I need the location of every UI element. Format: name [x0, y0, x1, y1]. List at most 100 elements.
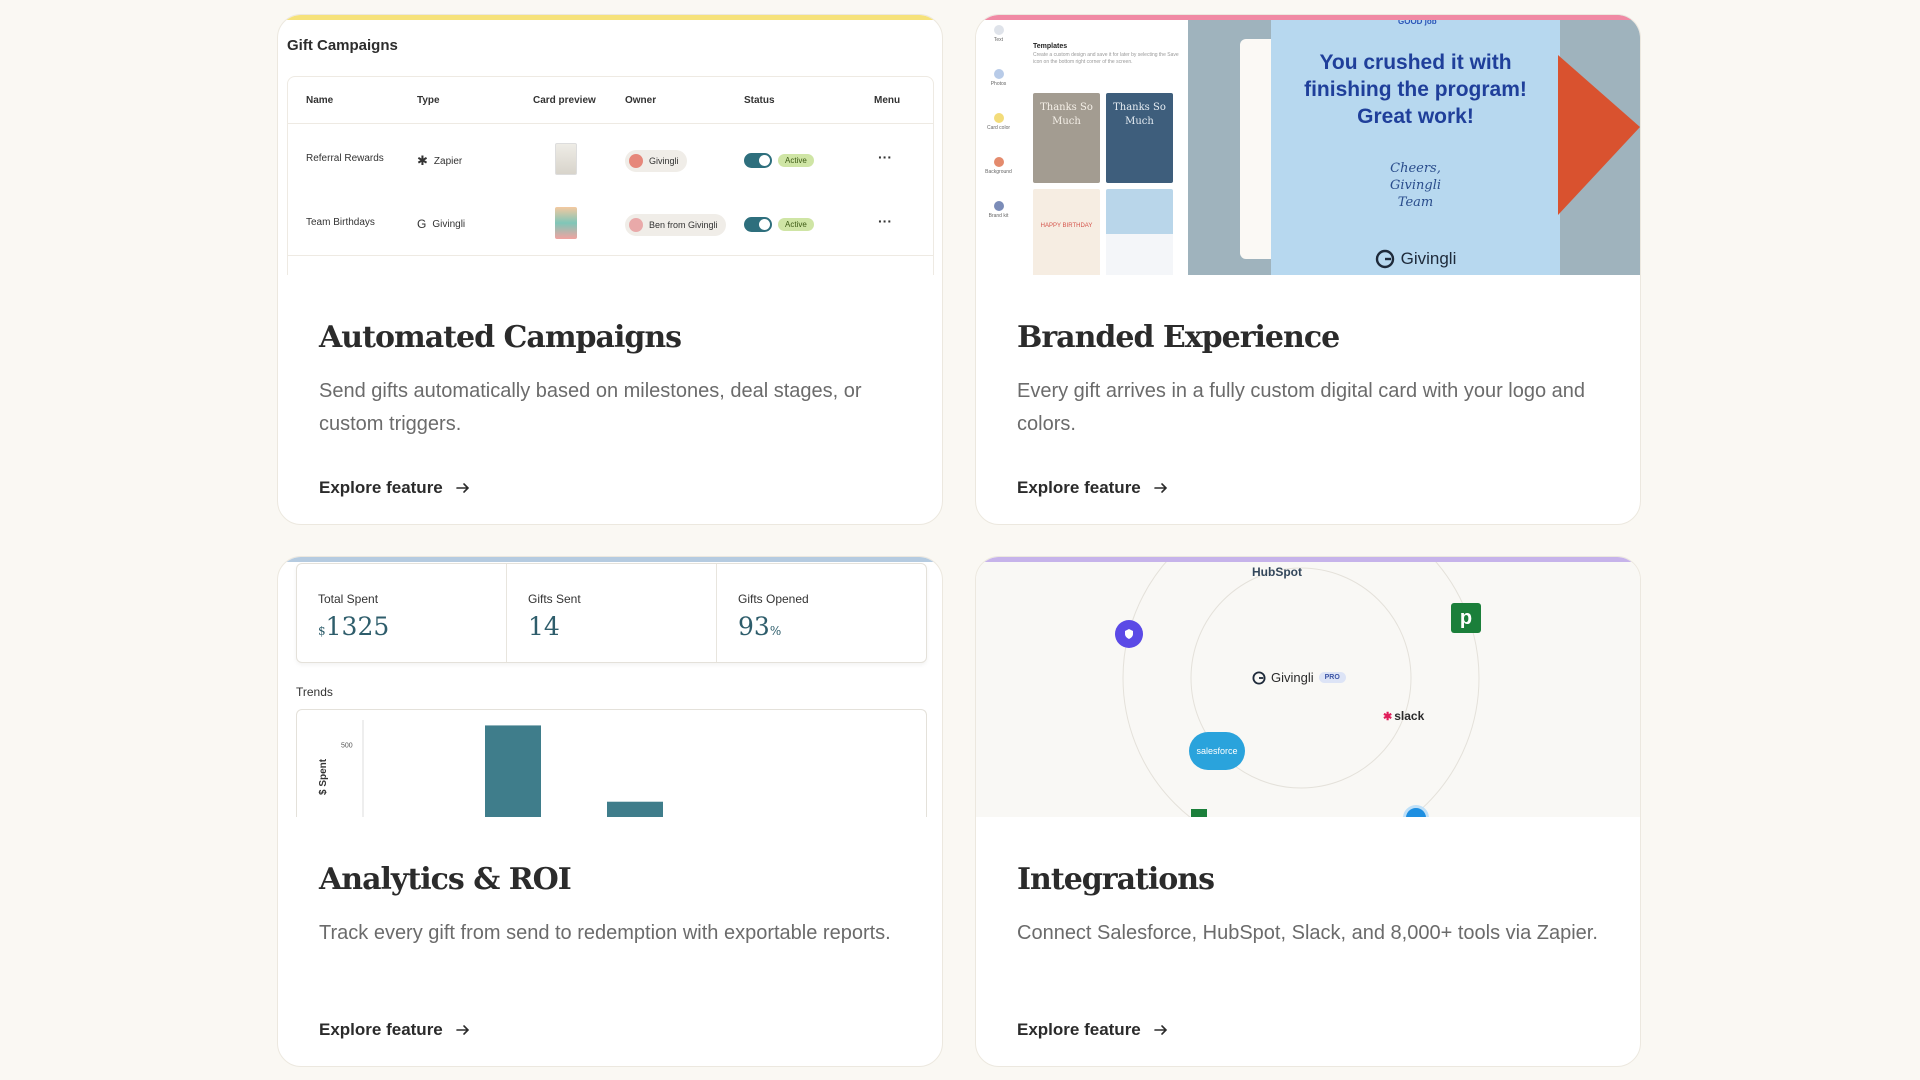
campaign-type: ✱ Zapier [417, 153, 462, 169]
trend-bar [485, 725, 541, 817]
shield-icon [1125, 629, 1133, 639]
explore-feature-link[interactable]: Explore feature [1017, 478, 1169, 498]
stat-label: Gifts Opened [738, 592, 809, 606]
rail-item-photos[interactable]: Photos [976, 69, 1021, 113]
feature-card-integrations: Givingli PRO HubSpot ✱ slack salesforce … [975, 556, 1641, 1067]
card-description: Track every gift from send to redemption… [319, 922, 891, 944]
good-job-badge: GOOD job [1398, 17, 1437, 26]
template-tile[interactable]: HAPPY BIRTHDAY [1033, 189, 1100, 275]
slack-logo: ✱ slack [1383, 709, 1425, 723]
arrow-right-icon [1153, 1025, 1167, 1035]
feature-card-automated-campaigns: Gift Campaigns Name Type Card preview Ow… [277, 14, 943, 525]
owner-chip: Givingli [625, 150, 687, 172]
owner-name: Givingli [649, 156, 679, 166]
status-badge: Active [778, 154, 814, 167]
row-menu-button[interactable]: ··· [878, 213, 892, 229]
brand-name: Givingli [1400, 249, 1457, 268]
owner-name: Ben from Givingli [649, 220, 718, 230]
card-message: You crushed it with finishing the progra… [1304, 51, 1527, 128]
feature-card-branded-experience: Text Photos Card color Background Brand … [975, 14, 1641, 525]
explore-feature-link[interactable]: Explore feature [319, 478, 471, 498]
integration-logo-partial [1191, 809, 1207, 817]
template-tile[interactable]: Thanks So Much [1106, 93, 1173, 183]
givingli-hub: Givingli PRO [1252, 670, 1346, 685]
explore-feature-label: Explore feature [319, 1020, 443, 1039]
trends-chart-svg: $ Spent 500 [318, 720, 663, 817]
column-header-owner: Owner [625, 95, 657, 106]
integration-orbits [1122, 557, 1480, 817]
stat-gifts-opened: Gifts Opened 93% [717, 564, 926, 662]
templates-title: Templates [1033, 43, 1068, 50]
status-badge: Active [778, 218, 814, 231]
status-cell: Active [744, 217, 814, 232]
explore-feature-label: Explore feature [1017, 478, 1141, 497]
salesforce-logo: salesforce [1189, 732, 1245, 770]
brand-logo: Givingli [1271, 249, 1560, 269]
background-icon [993, 157, 1004, 167]
campaigns-preview: Gift Campaigns Name Type Card preview Ow… [278, 15, 942, 275]
card-accent-bar [976, 557, 1640, 562]
column-header-name: Name [306, 95, 334, 106]
pro-badge: PRO [1318, 672, 1346, 683]
card-accent-bar [278, 15, 942, 20]
stat-value: $1325 [318, 612, 390, 641]
arrow-right-icon [455, 1025, 469, 1035]
avatar [629, 218, 643, 232]
card-signature: Cheers, Givingli Team [1389, 161, 1442, 210]
card-accent-bar [976, 15, 1640, 20]
pipedrive-logo: p [1451, 603, 1481, 633]
campaign-name: Team Birthdays [306, 217, 375, 228]
slack-icon: ✱ [1383, 710, 1393, 723]
stat-label: Total Spent [318, 592, 379, 606]
trend-bar [607, 801, 663, 817]
avatar [629, 154, 643, 168]
template-tile[interactable] [1106, 189, 1173, 275]
table-row[interactable]: Team Birthdays G Givingli Ben from Givin… [288, 207, 933, 243]
gift-campaigns-title: Gift Campaigns [287, 37, 398, 54]
card-title: Analytics & ROI [319, 862, 572, 897]
card-color-icon [993, 113, 1004, 123]
column-header-type: Type [417, 95, 440, 106]
rail-item-text[interactable]: Text [976, 25, 1021, 69]
editor-rail: Text Photos Card color Background Brand … [976, 25, 1021, 245]
arrow-right-icon [455, 483, 469, 493]
y-tick-label: 500 [341, 742, 353, 749]
givingli-logo-icon [1252, 670, 1266, 685]
status-toggle[interactable] [744, 217, 772, 232]
campaign-name: Referral Rewards [306, 153, 384, 164]
explore-feature-link[interactable]: Explore feature [319, 1020, 471, 1040]
row-menu-button[interactable]: ··· [878, 149, 892, 165]
card-accent-bar [278, 557, 942, 562]
integrations-preview: Givingli PRO HubSpot ✱ slack salesforce … [976, 557, 1640, 817]
stat-value: 93% [738, 612, 782, 641]
rail-item-background[interactable]: Background [976, 157, 1021, 201]
givingli-logo-icon [1375, 249, 1394, 269]
shield-logo [1115, 620, 1143, 648]
explore-feature-label: Explore feature [319, 478, 443, 497]
brand-kit-icon [993, 201, 1004, 211]
column-header-card-preview: Card preview [533, 95, 596, 106]
table-row[interactable]: Referral Rewards ✱ Zapier Givingli Activ… [288, 143, 933, 179]
explore-feature-link[interactable]: Explore feature [1017, 1020, 1169, 1040]
stat-value: 14 [528, 612, 560, 641]
stat-label: Gifts Sent [528, 592, 581, 606]
hub-name: Givingli [1271, 670, 1314, 685]
trends-label: Trends [296, 685, 333, 699]
campaign-type-label: Zapier [433, 155, 463, 167]
card-description: Send gifts automatically based on milest… [319, 380, 862, 435]
status-cell: Active [744, 153, 814, 168]
rail-item-brand-kit[interactable]: Brand kit [976, 201, 1021, 245]
campaigns-table: Name Type Card preview Owner Status Menu… [287, 76, 934, 275]
card-title: Automated Campaigns [319, 320, 682, 355]
rail-item-card-color[interactable]: Card color [976, 113, 1021, 157]
table-header: Name Type Card preview Owner Status Menu [288, 95, 933, 111]
status-toggle[interactable] [744, 153, 772, 168]
stat-gifts-sent: Gifts Sent 14 [507, 564, 717, 662]
owner-chip: Ben from Givingli [625, 214, 726, 236]
explore-feature-label: Explore feature [1017, 1020, 1141, 1039]
givingli-icon: G [417, 217, 427, 231]
template-tile[interactable]: Thanks So Much [1033, 93, 1100, 183]
card-preview-thumbnail [555, 207, 577, 239]
digital-card: GOOD job You crushed it with finishing t… [1271, 15, 1560, 275]
card-title: Branded Experience [1017, 320, 1340, 355]
